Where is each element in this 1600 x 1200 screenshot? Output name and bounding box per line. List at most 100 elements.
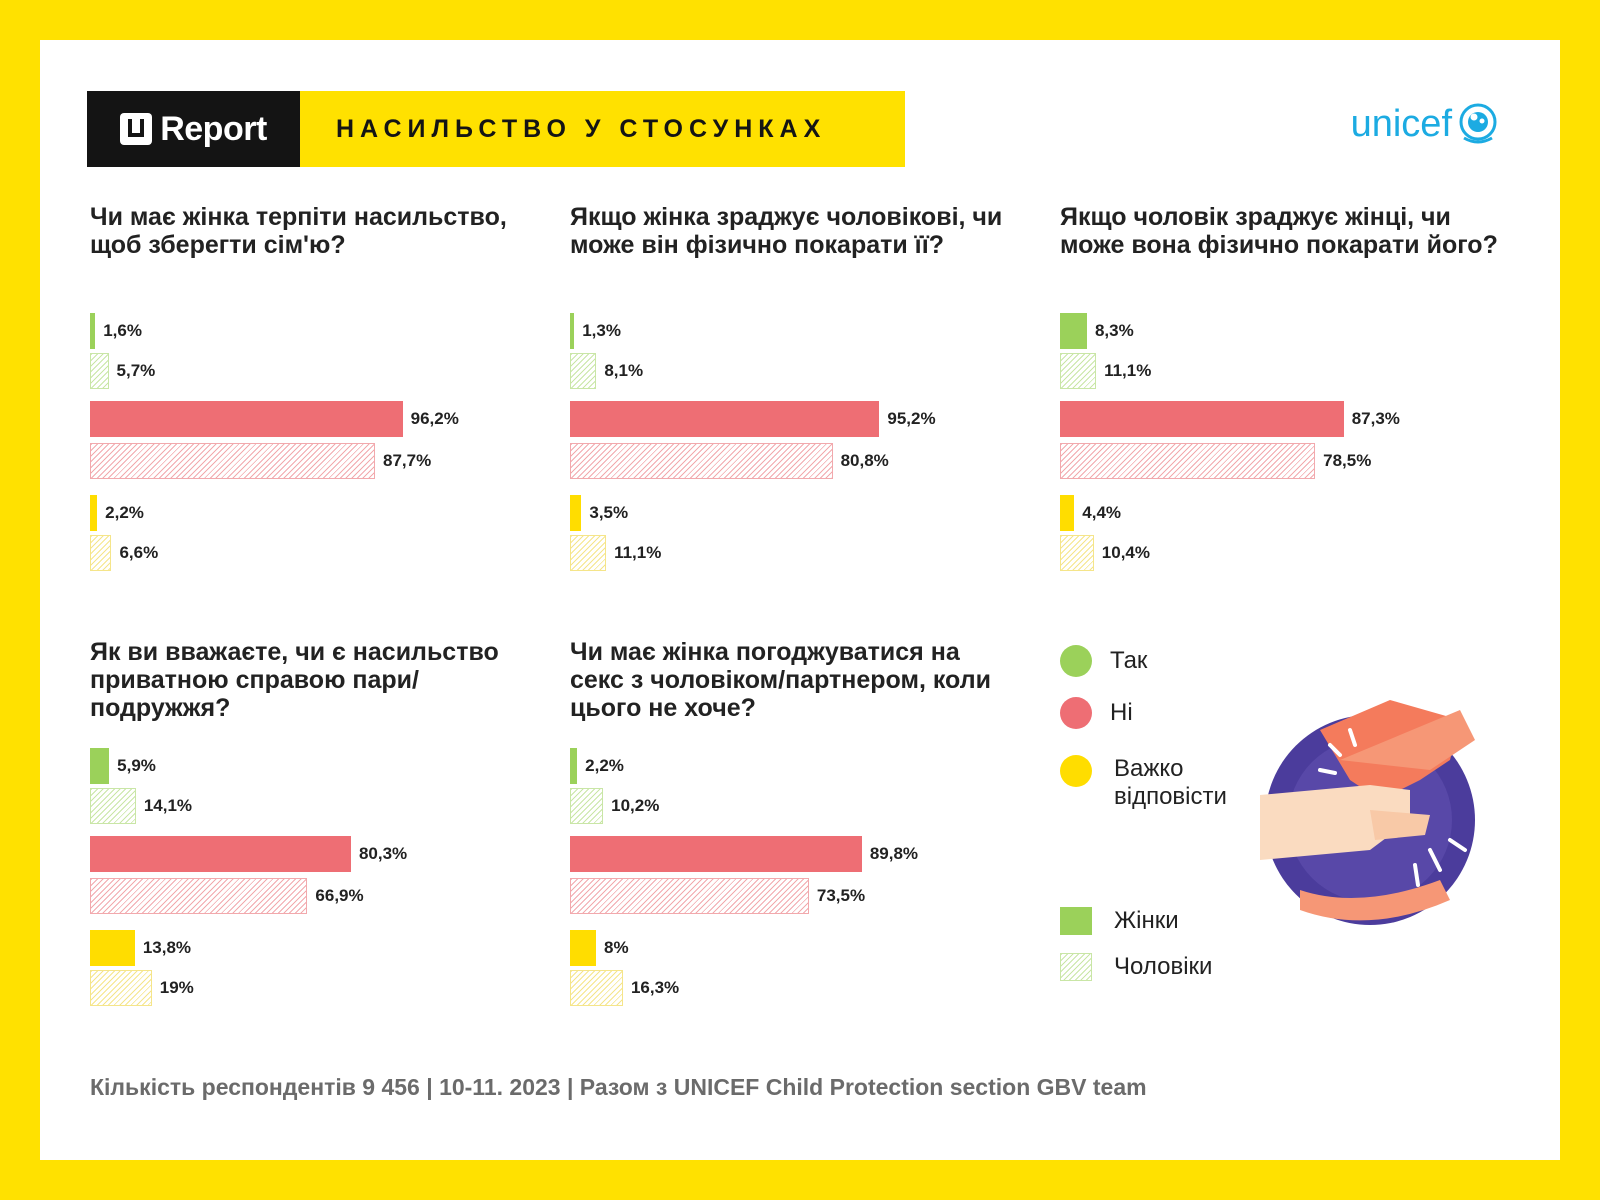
bar-row: 8,1% (570, 353, 643, 389)
legend-men-label: Чоловіки (1114, 953, 1213, 980)
bar-value-label: 8% (604, 938, 629, 957)
bar-yes-women (1060, 313, 1087, 349)
bar-row: 2,2% (570, 748, 624, 784)
bar-hard-women (90, 495, 98, 531)
bar-yes-men (570, 353, 597, 389)
bar-hard-men (1060, 535, 1094, 571)
unicef-wordmark: unicef (1350, 102, 1452, 145)
bar-no-women (90, 836, 351, 872)
bar-value-label: 8,3% (1094, 321, 1134, 340)
bar-no-women (570, 401, 880, 437)
bar-value-label: 1,3% (582, 321, 621, 340)
bar-value-label: 80,8% (840, 451, 889, 470)
bar-row: 11,1% (570, 535, 661, 571)
ureport-logo: Report (87, 91, 300, 167)
bar-yes-women (90, 313, 96, 349)
bar-row: 78,5% (1060, 443, 1371, 479)
question-title: Чи має жінка погоджуватися на секс з чол… (570, 638, 991, 722)
u-logo-icon (120, 113, 153, 145)
bar-no-women (570, 836, 862, 872)
bar-value-label: 2,2% (585, 756, 624, 775)
bar-row: 4,4% (1060, 495, 1121, 531)
bar-row: 6,6% (90, 535, 158, 571)
bar-row: 11,1% (1060, 353, 1151, 389)
bar-value-label: 14,1% (143, 796, 193, 815)
bar-row: 1,6% (90, 313, 142, 349)
bar-value-label: 10,2% (611, 796, 660, 815)
bar-yes-women (90, 748, 110, 784)
logo-text: Report (160, 109, 267, 148)
bar-value-label: 10,4% (1101, 543, 1150, 562)
bar-yes-women (570, 313, 575, 349)
bar-row: 8,3% (1060, 313, 1134, 349)
legend-hard-label: Важко відповісти (1114, 755, 1227, 810)
bar-row: 3,5% (570, 495, 628, 531)
bar-value-label: 1,6% (103, 321, 142, 340)
bar-no-men (570, 443, 833, 479)
bar-row: 87,3% (1060, 401, 1400, 437)
bar-row: 96,2% (90, 401, 459, 437)
unicef-logo: unicef (1351, 102, 1500, 146)
legend-yes-dot (1060, 645, 1092, 677)
bar-value-label: 16,3% (630, 978, 680, 997)
legend-women-label: Жінки (1114, 907, 1179, 934)
bar-value-label: 6,6% (119, 543, 159, 562)
legend-hard: Важко відповісти (1060, 755, 1254, 811)
grabbing-wrist-illustration-icon (1260, 700, 1475, 925)
bar-hard-men (90, 535, 112, 571)
bar-hard-women (570, 930, 596, 966)
bar-row: 10,4% (1060, 535, 1150, 571)
bar-no-women (1060, 401, 1344, 437)
bar-row: 80,8% (570, 443, 889, 479)
legend-no-label: Ні (1110, 699, 1133, 726)
legend-men-swatch (1060, 953, 1092, 981)
bar-no-men (90, 878, 308, 914)
bar-row: 89,8% (570, 836, 918, 872)
bar-yes-women (570, 748, 578, 784)
bar-value-label: 87,3% (1351, 409, 1400, 428)
bar-hard-men (570, 535, 607, 571)
bar-value-label: 87,7% (383, 451, 432, 470)
bar-row: 19% (90, 970, 194, 1006)
legend-women: Жінки (1060, 907, 1179, 935)
bar-value-label: 11,1% (1104, 361, 1152, 380)
bar-hard-women (1060, 495, 1075, 531)
bar-value-label: 95,2% (887, 409, 936, 428)
legend-no-dot (1060, 697, 1092, 729)
bar-no-men (570, 878, 809, 914)
bar-row: 8% (570, 930, 629, 966)
bar-value-label: 80,3% (358, 844, 408, 863)
bar-row: 87,7% (90, 443, 431, 479)
unicef-emblem-icon (1459, 103, 1497, 144)
bar-row: 2,2% (90, 495, 144, 531)
bar-yes-men (90, 788, 136, 824)
legend-yes-label: Так (1110, 647, 1148, 674)
bar-yes-men (570, 788, 604, 824)
legend-no: Ні (1060, 697, 1133, 729)
bar-hard-men (570, 970, 623, 1006)
bar-value-label: 3,5% (589, 503, 629, 522)
bar-value-label: 5,7% (116, 361, 156, 380)
bar-hard-women (90, 930, 135, 966)
bar-row: 95,2% (570, 401, 936, 437)
bar-value-label: 5,9% (117, 756, 156, 775)
question-title: Якщо жінка зраджує чоловікові, чи може в… (570, 203, 1003, 259)
bar-value-label: 13,8% (142, 938, 192, 957)
bar-row: 1,3% (570, 313, 621, 349)
header-title-box: НАСИЛЬСТВО У СТОСУНКАХ (300, 91, 905, 167)
legend-men: Чоловіки (1060, 953, 1212, 981)
page-title: НАСИЛЬСТВО У СТОСУНКАХ (336, 114, 827, 143)
bar-value-label: 4,4% (1082, 503, 1122, 522)
bar-value-label: 89,8% (869, 844, 919, 863)
bar-row: 16,3% (570, 970, 679, 1006)
question-title: Якщо чоловік зраджує жінці, чи може вона… (1060, 203, 1498, 259)
bar-value-label: 8,1% (604, 361, 644, 380)
bar-row: 66,9% (90, 878, 364, 914)
legend-women-swatch (1060, 907, 1092, 935)
bar-value-label: 66,9% (315, 886, 364, 905)
question-title: Як ви вважаєте, чи є насильство приватно… (90, 638, 499, 722)
bar-row: 14,1% (90, 788, 192, 824)
legend-hard-dot (1060, 755, 1092, 787)
bar-value-label: 96,2% (410, 409, 459, 428)
bar-value-label: 2,2% (105, 503, 144, 522)
